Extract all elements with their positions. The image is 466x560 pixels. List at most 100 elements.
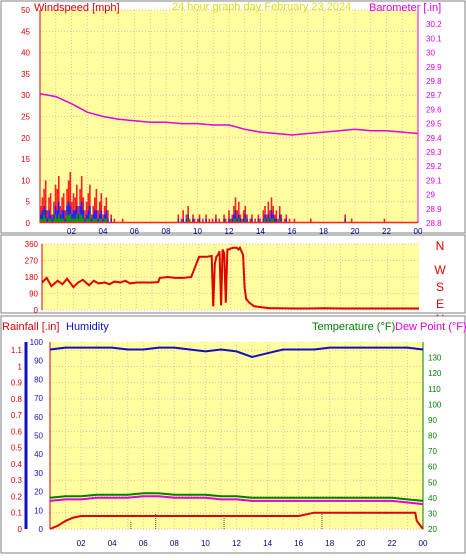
lull-bar [98,218,101,223]
gust-bar [53,201,55,223]
windspeed-tick-label: 20 [21,134,30,143]
lull-bar [44,218,47,223]
lull-bar [43,214,45,223]
rht-x-tick-label: 20 [356,539,365,548]
lull-bar [67,214,70,223]
gust-bar [182,210,184,223]
rht-x-tick-label: 02 [77,539,86,548]
lull-bar [233,218,235,223]
barometer-tick-label: 30.1 [426,34,442,43]
lull-bar [62,218,65,223]
wind-x-tick-label: 16 [288,227,297,236]
average-bar [205,218,207,223]
rainfall-tick-label: 0.9 [11,379,23,388]
wind-x-axis-labels: 02 04 06 08 10 12 14 16 18 20 22 00 [67,227,423,236]
windspeed-tick-label: 0 [26,219,31,228]
barometer-tick-label: 30 [426,49,435,58]
direction-tick-label: 180 [25,273,39,282]
average-bar [110,218,112,223]
temperature-tick-label: 130 [428,354,442,363]
rainfall-tick-label: 1.1 [11,346,23,355]
gust-bar [242,210,245,223]
gust-bar [310,218,312,223]
wind-x-tick-label: 02 [67,227,76,236]
gust-bar [293,218,296,223]
gust-bar [193,218,196,223]
compass-label-e: E [436,297,444,311]
lull-bar [77,218,80,223]
average-bar [41,210,44,223]
barometer-tick-label: 28.9 [426,205,442,214]
lull-bar [264,218,266,223]
gust-bar [84,210,86,223]
lull-bar [187,218,189,223]
compass-label-n: N [436,239,445,253]
lull-bar [87,218,90,223]
gust-bar [66,188,68,223]
windspeed-tick-label: 5 [26,198,31,207]
gust-bar [208,218,211,223]
average-bar [61,210,63,223]
gust-bar [62,193,65,223]
barometer-tick-label: 29.2 [426,162,442,171]
average-bar [56,210,58,223]
humidity-line [49,346,424,359]
barometer-tick-label: 29.9 [426,63,442,72]
humidity-tick-label: 30 [34,469,43,478]
average-bar [223,218,225,223]
rht-x-tick-label: 22 [387,539,396,548]
lull-bar [89,214,91,223]
temperature-tick-label: 70 [428,447,437,456]
humidity-tick-label: 80 [34,375,43,384]
rht-x-tick-label: 18 [325,539,334,548]
humidity-axis-labels: 0 10 20 30 40 50 60 70 80 90 100 [30,338,44,534]
gust-bar [254,218,256,223]
gust-bar [56,188,58,223]
average-bar [242,218,245,223]
average-bar [94,210,96,223]
gust-bar [49,193,52,223]
humidity-tick-label: 10 [34,506,43,515]
gust-bar [44,180,47,223]
rain-humidity-temperature-panel: 0 0.1 0.2 0.3 0.4 0.5 0.6 0.7 0.8 0.9 1 1.1 0 10 20 30… [0,315,466,554]
average-bar [107,218,109,223]
gust-bar [71,201,73,223]
wind-x-tick-label: 04 [99,227,108,236]
gust-bar [76,184,78,223]
windspeed-tick-label: 40 [21,49,30,58]
temperature-tick-label: 20 [428,525,437,534]
gust-bar [58,176,60,223]
lull-bar [59,218,62,223]
gust-bar [275,210,278,223]
average-bar [265,218,268,223]
wind-x-tick-label: 10 [193,227,202,236]
direction-tick-label: 0 [34,306,39,315]
rainfall-tick-label: 0.5 [11,444,23,453]
rainfall-legend: Rainfall [.in] [2,321,59,333]
temperature-tick-label: 60 [428,463,437,472]
rht-x-tick-label: 12 [232,539,241,548]
average-bar [64,218,67,223]
barometer-tick-label: 29.3 [426,148,442,157]
average-bar [87,210,90,223]
dewpoint-legend: Dew Point (°F) [395,321,466,333]
gust-bar [269,210,271,223]
average-bar [215,218,217,223]
humidity-tick-label: 90 [34,357,43,366]
temperature-tick-label: 30 [428,509,437,518]
wind-direction-line [41,245,419,310]
rht-x-tick-label: 08 [170,539,179,548]
average-bar [228,218,230,223]
direction-tick-label: 360 [25,240,39,249]
average-bar [269,218,271,223]
barometer-tick-label: 29.8 [426,77,442,86]
temperature-tick-label: 50 [428,478,437,487]
rht-x-tick-label: 14 [263,539,272,548]
lull-bar [103,218,106,223]
lull-bar [54,214,57,223]
windspeed-tick-label: 45 [21,27,30,36]
humidity-tick-label: 50 [34,432,43,441]
rainfall-tick-label: 0.4 [11,460,23,469]
gust-bar [121,218,124,223]
barometer-tick-label: 29 [426,191,435,200]
